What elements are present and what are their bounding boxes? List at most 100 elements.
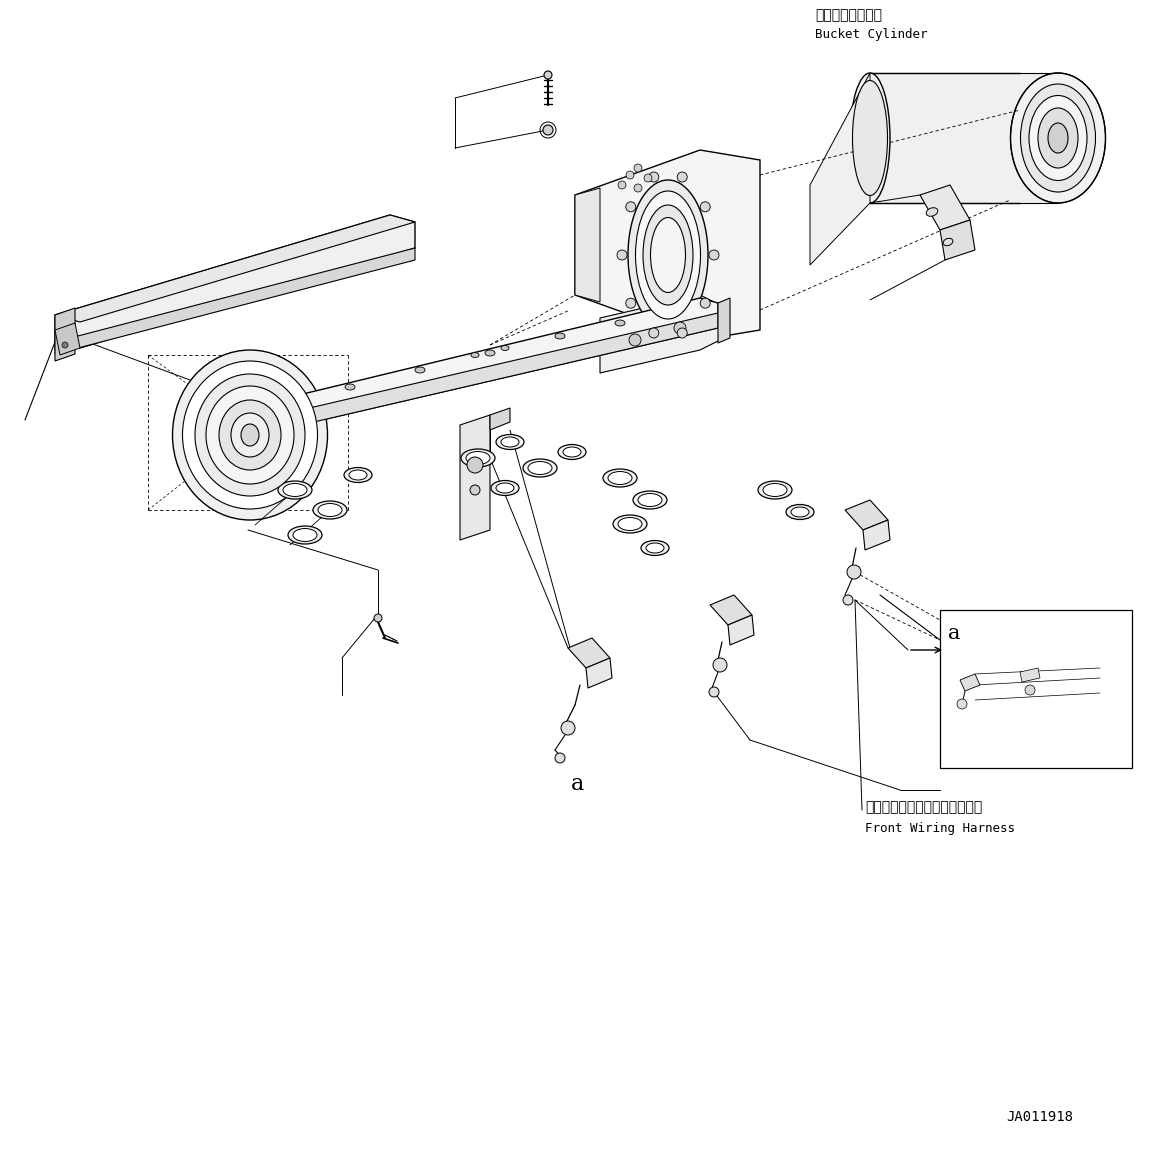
Circle shape [648, 328, 659, 338]
Text: a: a [948, 624, 960, 643]
Ellipse shape [528, 462, 552, 475]
Circle shape [62, 342, 68, 348]
Ellipse shape [628, 180, 708, 330]
Circle shape [618, 181, 626, 189]
Circle shape [843, 595, 853, 605]
Circle shape [634, 165, 642, 172]
Circle shape [712, 658, 726, 672]
Ellipse shape [613, 515, 647, 533]
Text: Front Wiring Harness: Front Wiring Harness [865, 822, 1015, 835]
Ellipse shape [555, 333, 565, 340]
Polygon shape [920, 184, 969, 230]
Polygon shape [575, 188, 600, 302]
Polygon shape [1020, 669, 1040, 682]
Ellipse shape [345, 468, 371, 483]
Ellipse shape [638, 494, 662, 506]
Ellipse shape [943, 239, 953, 246]
Ellipse shape [501, 345, 509, 350]
Circle shape [467, 457, 484, 474]
Ellipse shape [206, 387, 294, 484]
Ellipse shape [618, 517, 642, 530]
Text: a: a [571, 773, 585, 795]
Polygon shape [460, 415, 491, 540]
Circle shape [700, 202, 710, 212]
Ellipse shape [345, 384, 355, 390]
Polygon shape [55, 248, 415, 354]
Ellipse shape [491, 481, 519, 496]
Ellipse shape [1021, 83, 1096, 192]
Circle shape [555, 753, 565, 763]
Circle shape [634, 184, 642, 192]
Ellipse shape [283, 483, 307, 497]
Polygon shape [718, 298, 730, 343]
Ellipse shape [471, 352, 479, 357]
Polygon shape [870, 73, 1058, 203]
Text: JA011918: JA011918 [1007, 1110, 1073, 1124]
Circle shape [674, 322, 686, 334]
Ellipse shape [609, 471, 632, 484]
Ellipse shape [496, 483, 514, 493]
Circle shape [709, 687, 719, 697]
Ellipse shape [853, 81, 888, 195]
Ellipse shape [523, 459, 557, 477]
Circle shape [847, 565, 861, 579]
Polygon shape [245, 298, 718, 428]
Ellipse shape [763, 483, 787, 497]
Circle shape [626, 298, 635, 308]
Ellipse shape [1038, 108, 1078, 168]
Ellipse shape [182, 361, 318, 509]
Polygon shape [575, 150, 760, 340]
Ellipse shape [850, 73, 890, 203]
Ellipse shape [496, 435, 524, 450]
Ellipse shape [293, 529, 317, 542]
Polygon shape [586, 658, 612, 689]
Ellipse shape [563, 446, 580, 457]
Polygon shape [245, 403, 258, 454]
Polygon shape [809, 73, 870, 266]
Circle shape [630, 334, 641, 345]
Polygon shape [863, 521, 890, 550]
Circle shape [544, 70, 552, 79]
Circle shape [374, 615, 382, 622]
Circle shape [644, 174, 652, 182]
Ellipse shape [603, 469, 637, 486]
Ellipse shape [318, 504, 342, 517]
Ellipse shape [313, 501, 347, 519]
Polygon shape [55, 215, 415, 322]
Circle shape [617, 250, 627, 260]
Ellipse shape [651, 217, 686, 293]
Polygon shape [55, 323, 79, 355]
Polygon shape [844, 501, 888, 530]
Circle shape [709, 250, 719, 260]
Ellipse shape [1048, 123, 1068, 153]
Circle shape [1026, 685, 1035, 694]
Ellipse shape [1029, 95, 1087, 181]
Polygon shape [710, 595, 752, 625]
Text: Bucket Cylinder: Bucket Cylinder [815, 28, 927, 41]
Circle shape [626, 202, 635, 212]
Ellipse shape [415, 367, 425, 372]
Ellipse shape [288, 526, 322, 544]
Ellipse shape [466, 451, 491, 464]
Circle shape [626, 172, 634, 179]
Ellipse shape [641, 540, 669, 556]
Circle shape [677, 172, 687, 182]
Ellipse shape [485, 350, 495, 356]
Polygon shape [55, 215, 415, 348]
Ellipse shape [461, 449, 495, 466]
Ellipse shape [195, 374, 305, 496]
Text: バケットシリンダ: バケットシリンダ [815, 8, 882, 22]
Text: フロントワイヤリングハーネス: フロントワイヤリングハーネス [865, 800, 982, 814]
Polygon shape [940, 220, 975, 260]
Circle shape [957, 699, 967, 709]
Polygon shape [728, 615, 755, 645]
Ellipse shape [1010, 73, 1105, 203]
Circle shape [648, 172, 659, 182]
Circle shape [470, 485, 480, 495]
Polygon shape [245, 313, 718, 438]
Polygon shape [960, 674, 980, 691]
Polygon shape [55, 308, 75, 361]
Circle shape [561, 721, 575, 736]
Ellipse shape [646, 543, 663, 553]
Ellipse shape [173, 350, 327, 521]
